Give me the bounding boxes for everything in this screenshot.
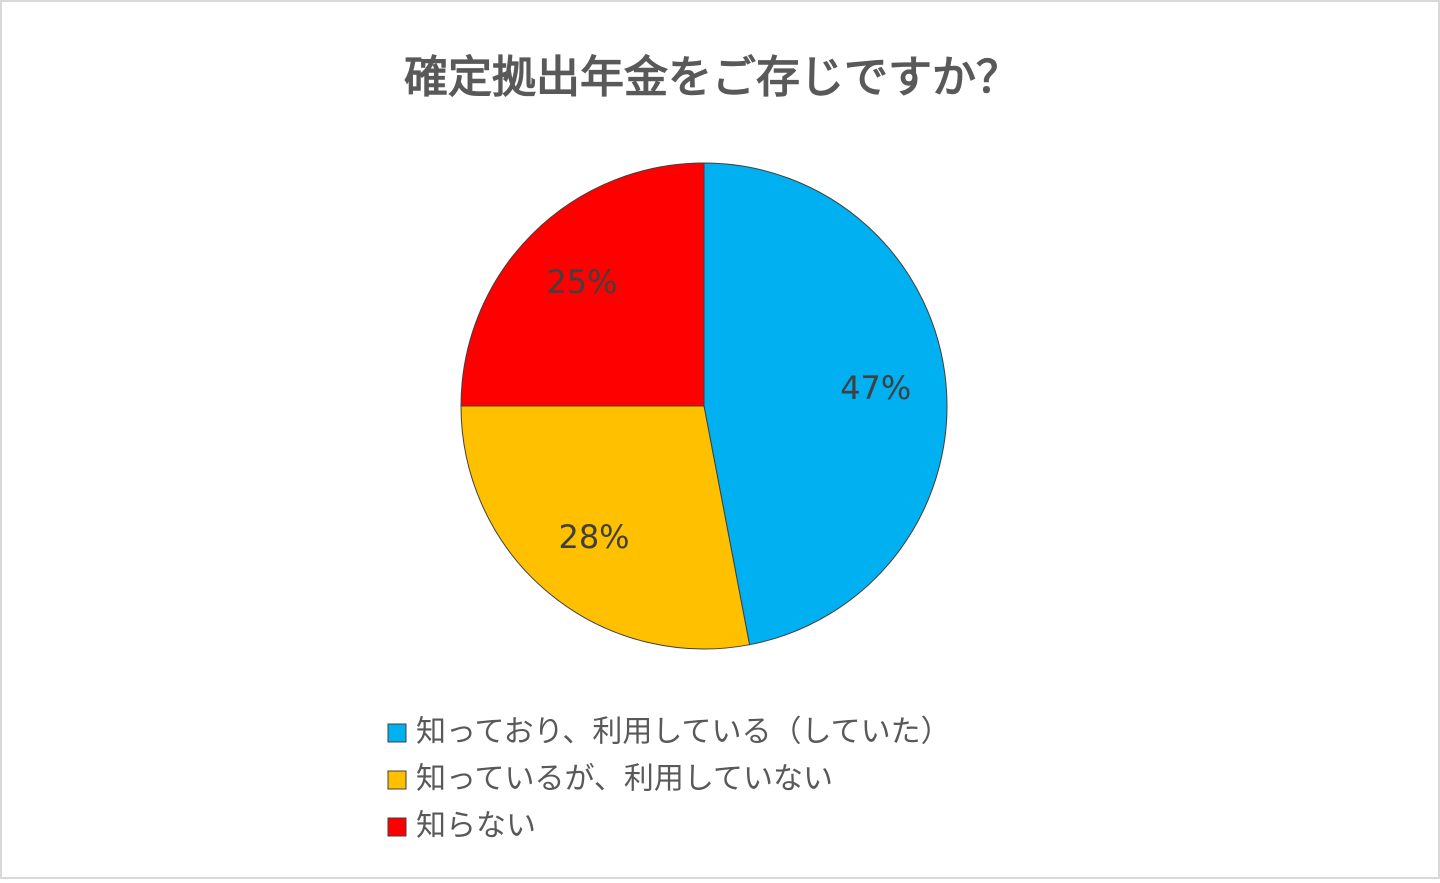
data-label: 47% [840, 369, 911, 407]
pie-slice [460, 405, 751, 650]
legend-swatch [387, 770, 407, 790]
legend-label: 知っており、利用している（していた） [416, 715, 951, 750]
pie-slice [460, 162, 705, 407]
legend-swatch [387, 723, 407, 743]
legend-swatch [387, 817, 407, 837]
chart-title: 確定拠出年金をご存じですか？ [404, 52, 1020, 103]
legend-label: 知っているが、利用していない [416, 762, 833, 797]
legend-label: 知らない [416, 809, 536, 844]
data-label: 28% [558, 518, 629, 556]
data-label: 25% [546, 263, 617, 301]
pie-slice [703, 162, 948, 646]
